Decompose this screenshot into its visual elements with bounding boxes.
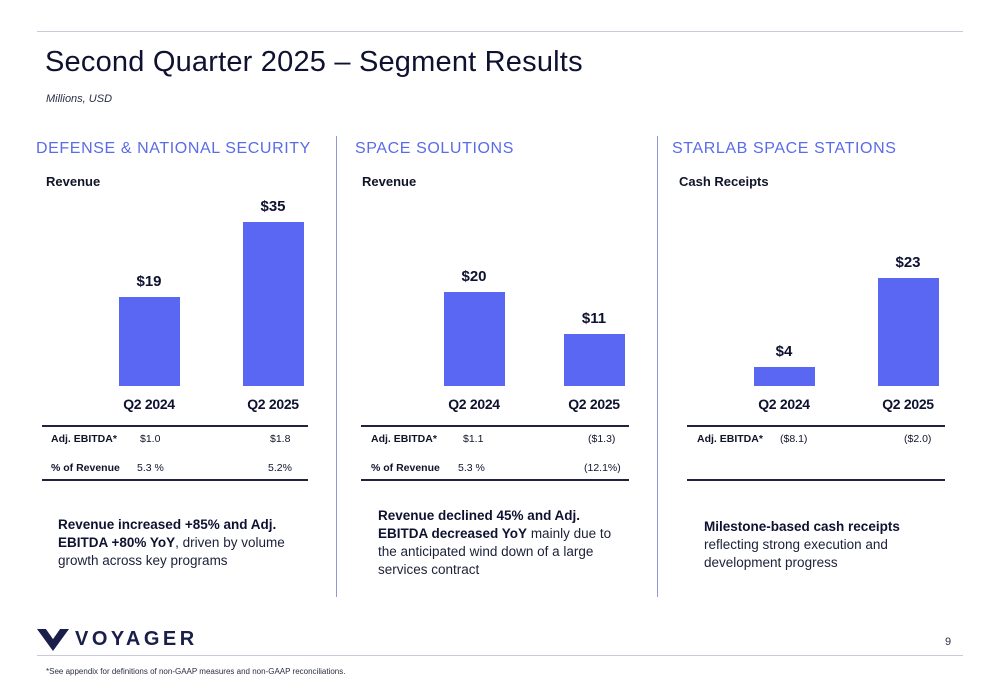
brand-wordmark: VOYAGER <box>75 627 198 650</box>
table-rule-bottom <box>42 479 308 481</box>
bar <box>753 367 815 386</box>
summary-text: Revenue increased +85% and Adj. EBITDA +… <box>58 517 285 568</box>
panel-divider-1 <box>336 136 337 597</box>
panel-heading: STARLAB SPACE STATIONS <box>672 140 897 157</box>
table-cell: $1.8 <box>270 433 291 445</box>
table-row-label: % of Revenue <box>51 462 120 474</box>
table-rule-top <box>687 425 945 427</box>
summary-card: Milestone-based cash receipts reflecting… <box>688 493 945 597</box>
table-cell: 5.3 % <box>137 462 164 474</box>
voyager-chevron-icon <box>37 629 69 651</box>
panel-heading: SPACE SOLUTIONS <box>355 140 514 157</box>
table-cell: ($8.1) <box>780 433 808 445</box>
table-cell: 5.3 % <box>458 462 485 474</box>
table-rule-bottom <box>361 479 629 481</box>
table-row-label: Adj. EBITDA* <box>371 433 437 445</box>
category-label: Q2 2025 <box>882 396 934 412</box>
summary-card: Revenue increased +85% and Adj. EBITDA +… <box>42 493 309 593</box>
bar-value-label: $35 <box>260 197 286 215</box>
table-cell: $1.1 <box>463 433 484 445</box>
category-label: Q2 2024 <box>123 396 175 412</box>
voyager-logo: VOYAGER <box>37 627 198 651</box>
page-number: 9 <box>945 636 952 648</box>
metric-label: Revenue <box>362 174 417 189</box>
table-row-label: Adj. EBITDA* <box>51 433 117 445</box>
bar-value-label: $23 <box>895 253 921 271</box>
table-cell: ($1.3) <box>588 433 616 445</box>
bar <box>242 221 304 386</box>
footnote: *See appendix for definitions of non-GAA… <box>46 667 346 676</box>
table-rule-top <box>42 425 308 427</box>
table-row-label: Adj. EBITDA* <box>697 433 763 445</box>
panel-divider-2 <box>657 136 658 597</box>
category-label: Q2 2024 <box>448 396 500 412</box>
bar-value-label: $19 <box>136 272 162 290</box>
bar-value-label: $11 <box>581 310 607 328</box>
bar <box>443 292 505 386</box>
table-rule-bottom <box>687 479 945 481</box>
bottom-divider <box>37 655 963 656</box>
bar <box>877 277 939 386</box>
slide-subtitle: Millions, USD <box>46 93 113 105</box>
table-row-label: % of Revenue <box>371 462 440 474</box>
bar-value-label: $4 <box>775 343 793 361</box>
table-cell: 5.2% <box>268 462 292 474</box>
table-cell: ($2.0) <box>904 433 932 445</box>
slide-title: Second Quarter 2025 – Segment Results <box>45 46 583 78</box>
bar <box>118 296 180 386</box>
table-rule-top <box>361 425 629 427</box>
category-label: Q2 2025 <box>247 396 299 412</box>
bar-value-label: $20 <box>461 268 487 285</box>
metric-label: Cash Receipts <box>679 174 769 189</box>
metric-label: Revenue <box>46 174 101 189</box>
bar <box>563 334 625 386</box>
summary-text: Revenue declined 45% and Adj. EBITDA dec… <box>378 508 612 577</box>
category-label: Q2 2024 <box>758 396 810 412</box>
table-cell: (12.1%) <box>584 462 621 474</box>
category-label: Q2 2025 <box>568 396 620 412</box>
table-cell: $1.0 <box>140 433 161 445</box>
summary-text: Milestone-based cash receipts reflecting… <box>704 519 900 570</box>
panel-heading: DEFENSE & NATIONAL SECURITY <box>36 140 311 157</box>
top-divider <box>37 31 963 32</box>
summary-card: Revenue declined 45% and Adj. EBITDA dec… <box>362 493 628 593</box>
